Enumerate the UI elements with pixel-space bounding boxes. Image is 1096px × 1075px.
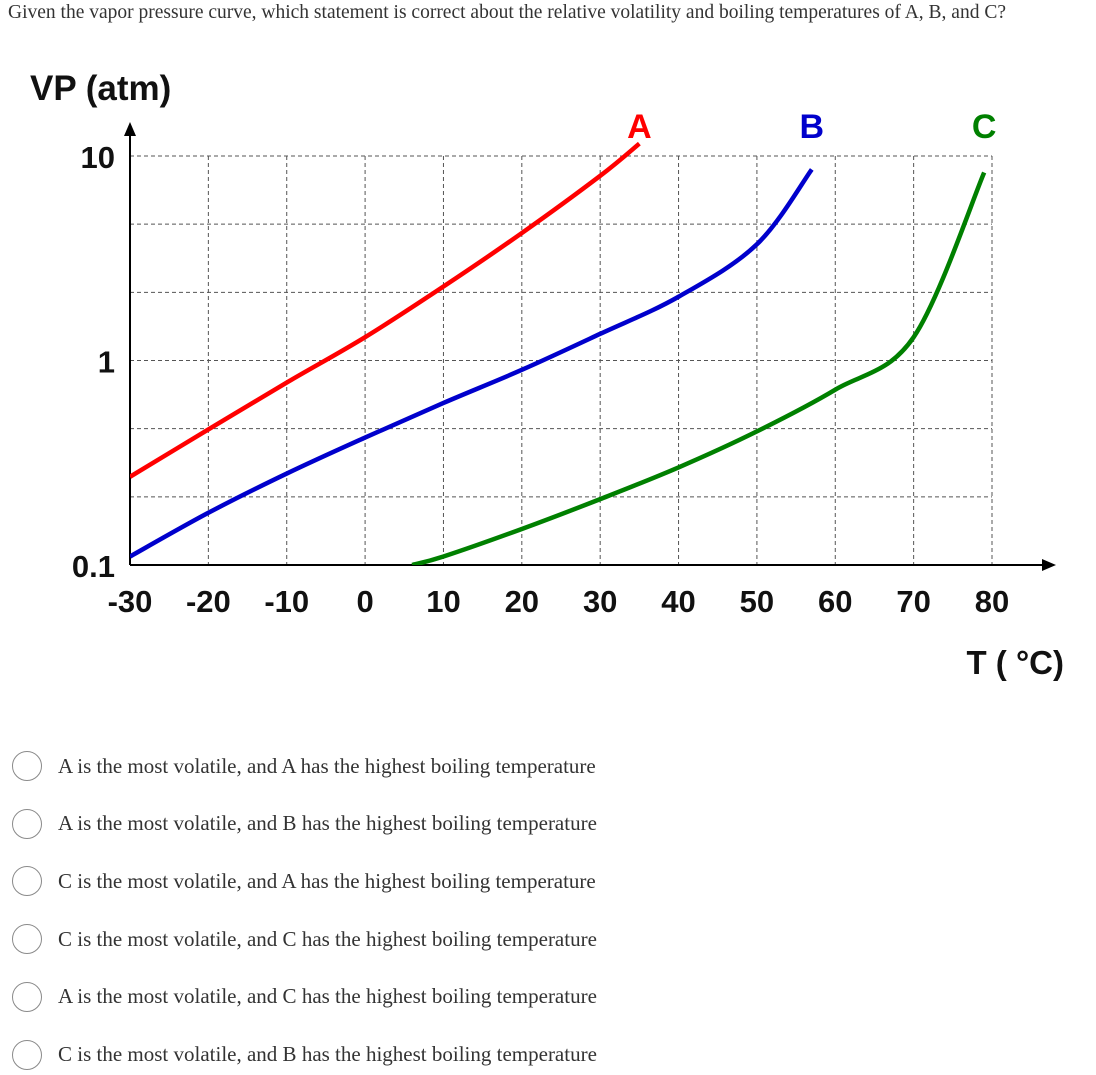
option-label: A is the most volatile, and B has the hi… — [58, 811, 597, 836]
radio-button[interactable] — [12, 981, 42, 1012]
option-label: C is the most volatile, and C has the hi… — [58, 926, 597, 951]
series-line-B — [130, 168, 814, 559]
answer-option[interactable]: A is the most volatile, and A has the hi… — [12, 748, 712, 784]
option-label: C is the most volatile, and B has the hi… — [58, 1042, 597, 1066]
x-tick-label: 80 — [975, 584, 1009, 619]
option-label: A is the most volatile, and A has the hi… — [58, 753, 596, 778]
chart-curves — [130, 141, 987, 565]
answer-option[interactable]: C is the most volatile, and B has the hi… — [12, 1037, 712, 1073]
chart-axes — [124, 122, 1056, 571]
radio-button[interactable] — [12, 751, 42, 781]
y-axis-label: VP (atm) — [30, 69, 171, 108]
x-axis-arrow — [1042, 559, 1056, 571]
chart-labels: 10 1 0.1-30 -20 -10 0 10 20 30 40 50 60 70 80 VP (atm)… — [30, 69, 1064, 681]
radio-button[interactable] — [12, 808, 42, 839]
answer-option[interactable]: A is the most volatile, and B has the hi… — [12, 806, 712, 842]
option-label: A is the most volatile, and C has the hi… — [58, 984, 597, 1009]
series-label-B: B — [799, 108, 824, 146]
radio-button[interactable] — [12, 924, 42, 955]
x-tick-label: 40 — [661, 584, 695, 619]
y-tick-label: 0.1 — [72, 549, 115, 584]
answer-option[interactable]: A is the most volatile, and C has the hi… — [12, 979, 712, 1015]
answer-option[interactable]: C is the most volatile, and A has the hi… — [12, 863, 712, 899]
y-axis-arrow — [124, 122, 136, 136]
vapor-pressure-chart: 10 1 0.1-30 -20 -10 0 10 20 30 40 50 60 70 80 VP (atm)… — [30, 69, 1064, 681]
question-text: Given the vapor pressure curve, which st… — [8, 2, 1006, 23]
x-tick-label: 0 — [356, 584, 373, 619]
x-tick-label: -20 — [186, 584, 231, 619]
series-line-A — [130, 141, 641, 479]
x-tick-label: 60 — [818, 584, 852, 619]
x-tick-label: 30 — [583, 584, 617, 619]
y-tick-label: 1 — [98, 345, 115, 380]
series-label-A: A — [627, 108, 652, 146]
x-tick-label: 50 — [740, 584, 774, 619]
x-axis-label: T ( °C) — [966, 644, 1064, 681]
x-tick-label: 70 — [896, 584, 930, 619]
x-tick-label: 10 — [426, 584, 460, 619]
chart-grid — [130, 155, 993, 565]
x-tick-label: 20 — [505, 584, 539, 619]
radio-button[interactable] — [12, 866, 42, 897]
x-tick-label: -30 — [108, 584, 153, 619]
y-tick-label: 10 — [81, 140, 115, 175]
series-line-C — [411, 171, 987, 565]
series-label-C: C — [972, 108, 997, 146]
option-label: C is the most volatile, and A has the hi… — [58, 868, 596, 893]
x-tick-label: -10 — [264, 584, 309, 619]
radio-button[interactable] — [12, 1039, 42, 1070]
answer-option[interactable]: C is the most volatile, and C has the hi… — [12, 921, 712, 957]
